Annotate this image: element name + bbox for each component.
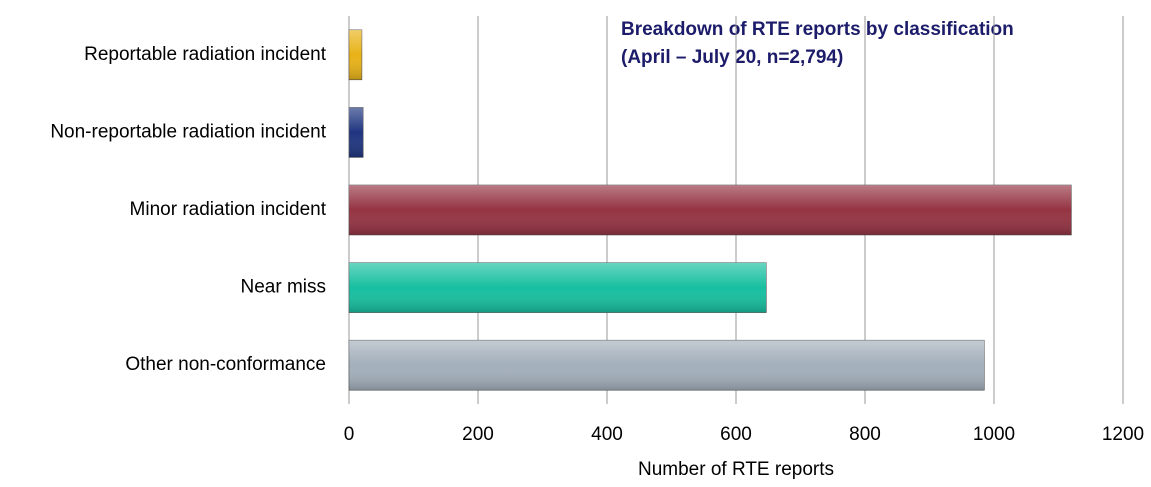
bar-shine bbox=[349, 185, 1072, 235]
bar-shine bbox=[349, 262, 767, 313]
x-tick-label: 1000 bbox=[973, 424, 1015, 445]
x-tick-label: 400 bbox=[591, 424, 623, 445]
y-tick-label: Non-reportable radiation incident bbox=[50, 121, 326, 142]
y-tick-label: Minor radiation incident bbox=[130, 199, 327, 220]
x-tick-label: 200 bbox=[462, 424, 494, 445]
y-tick-label: Other non-conformance bbox=[125, 354, 326, 375]
x-axis-label: Number of RTE reports bbox=[638, 459, 834, 480]
x-tick-label: 800 bbox=[849, 424, 881, 445]
bar-shine bbox=[349, 340, 985, 391]
bar-shine bbox=[349, 29, 362, 80]
chart-title: Breakdown of RTE reports by classificati… bbox=[621, 19, 1014, 40]
x-tick-label: 0 bbox=[344, 424, 355, 445]
chart-subtitle: (April – July 20, n=2,794) bbox=[621, 47, 843, 68]
x-tick-label: 1200 bbox=[1102, 424, 1144, 445]
bar-shine bbox=[349, 107, 364, 158]
y-tick-label: Near miss bbox=[240, 277, 326, 298]
x-tick-label: 600 bbox=[720, 424, 752, 445]
y-tick-label: Reportable radiation incident bbox=[84, 44, 327, 65]
